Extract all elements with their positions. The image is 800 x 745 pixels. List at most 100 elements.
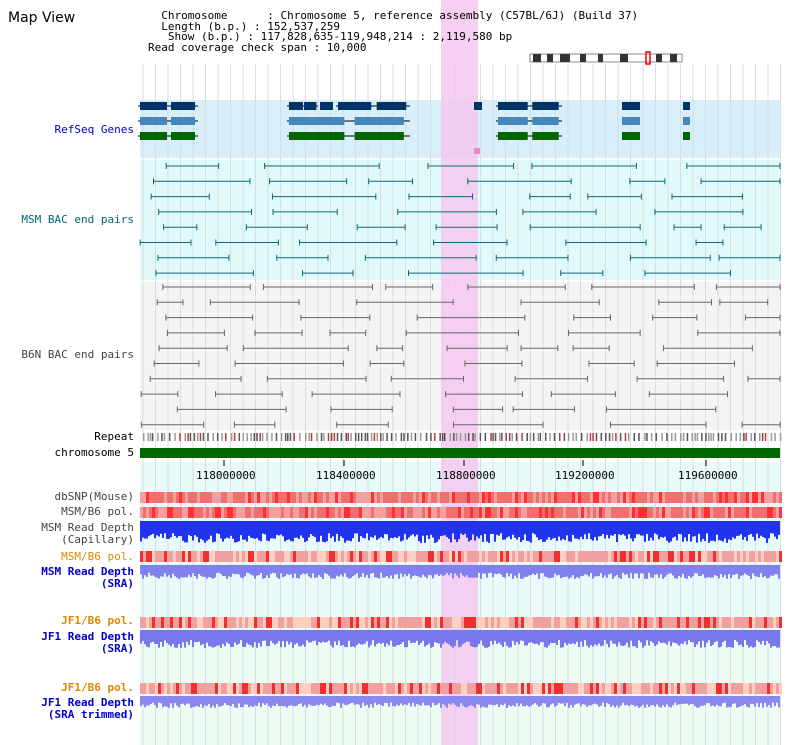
heat-cell	[605, 617, 608, 628]
heat-cell	[269, 683, 272, 694]
track-label-msm-read-depth-capillary[interactable]: MSM Read Depth (Capillary)	[41, 522, 134, 546]
heat-cell	[533, 617, 536, 628]
read-depth-bar	[430, 565, 432, 576]
read-depth-bar	[442, 521, 444, 536]
heat-cell	[212, 551, 215, 562]
read-depth-bar	[280, 630, 282, 648]
heat-cell	[689, 683, 692, 694]
read-depth-bar	[764, 521, 766, 539]
repeat-mark	[187, 433, 189, 441]
read-depth-bar	[652, 521, 654, 541]
page-title: Map View	[8, 10, 76, 26]
heat-cell	[542, 551, 545, 562]
heat-cell	[248, 492, 251, 503]
track-label-jf1-read-depth-trimmed[interactable]: JF1 Read Depth (SRA trimmed)	[41, 697, 134, 721]
heat-cell	[731, 492, 734, 503]
read-depth-bar	[734, 565, 736, 575]
track-label-msm-b6-pol[interactable]: MSM/B6 pol.	[61, 505, 134, 518]
track-label-msm-read-depth-sra[interactable]: MSM Read Depth (SRA)	[41, 566, 134, 590]
read-depth-bar	[664, 630, 666, 644]
heat-cell	[467, 617, 470, 628]
read-depth-bar	[316, 696, 318, 705]
heat-cell	[149, 507, 152, 518]
read-depth-bar	[402, 630, 404, 642]
heat-cell	[155, 683, 158, 694]
heat-cell	[563, 617, 566, 628]
heat-cell	[410, 507, 413, 518]
heat-cell	[389, 551, 392, 562]
track-label-jf1-read-depth-sra[interactable]: JF1 Read Depth (SRA)	[41, 631, 134, 655]
heat-cell	[263, 683, 266, 694]
read-depth-bar	[234, 521, 236, 543]
read-depth-bar	[326, 630, 328, 643]
read-depth-bar	[194, 630, 196, 642]
heat-cell	[479, 507, 482, 518]
heat-cell	[290, 507, 293, 518]
read-depth-bar	[212, 521, 214, 543]
read-depth-bar	[430, 630, 432, 648]
track-label-jf1-b6-pol[interactable]: JF1/B6 pol.	[61, 614, 134, 627]
track-label-msm-b6-pol-sra[interactable]: MSM/B6 pol.	[61, 550, 134, 563]
read-depth-bar	[548, 630, 550, 646]
repeat-mark	[364, 433, 367, 441]
heat-cell	[323, 683, 326, 694]
read-depth-bar	[746, 565, 748, 576]
heat-cell	[236, 617, 239, 628]
read-depth-bar	[226, 630, 228, 643]
read-depth-bar	[366, 565, 368, 575]
heat-cell	[638, 492, 641, 503]
repeat-mark	[216, 433, 219, 441]
heat-cell	[467, 683, 470, 694]
heat-cell	[209, 551, 212, 562]
info-show-range: Show (b.p.) : 117,828,635-119,948,214 : …	[148, 30, 513, 43]
track-label-jf1-b6-pol-trimmed[interactable]: JF1/B6 pol.	[61, 681, 134, 694]
track-label-msm-bac-end-pairs[interactable]: MSM BAC end pairs	[21, 213, 134, 226]
read-depth-bar	[308, 630, 310, 643]
read-depth-bar	[548, 565, 550, 579]
read-depth-bar	[416, 630, 418, 641]
read-depth-bar	[380, 630, 382, 645]
read-depth-bar	[222, 630, 224, 645]
heat-cell	[254, 617, 257, 628]
read-depth-bar	[554, 630, 556, 643]
read-depth-bar	[156, 565, 158, 578]
track-label-dbsnp[interactable]: dbSNP(Mouse)	[54, 490, 134, 503]
heat-cell	[608, 617, 611, 628]
heat-cell	[647, 551, 650, 562]
read-depth-bar	[614, 565, 616, 577]
track-label-repeat[interactable]: Repeat	[94, 430, 134, 443]
heat-cell	[650, 617, 653, 628]
repeat-mark	[759, 433, 761, 441]
heat-cell	[593, 617, 596, 628]
heat-cell	[569, 683, 572, 694]
read-depth-bar	[434, 521, 436, 543]
heat-cell	[575, 492, 578, 503]
read-depth-bar	[570, 696, 572, 706]
track-label-chromosome[interactable]: chromosome 5	[54, 446, 134, 459]
heat-cell	[488, 551, 491, 562]
read-depth-bar	[286, 521, 288, 541]
track-label-b6n-bac-end-pairs[interactable]: B6N BAC end pairs	[21, 348, 134, 361]
read-depth-bar	[178, 565, 180, 579]
read-depth-bar	[670, 565, 672, 574]
read-depth-bar	[754, 696, 756, 707]
read-depth-bar	[604, 696, 606, 708]
heat-cell	[314, 492, 317, 503]
read-depth-bar	[682, 630, 684, 644]
read-depth-bar	[586, 565, 588, 575]
read-depth-bar	[390, 565, 392, 576]
read-depth-bar	[208, 696, 210, 704]
heat-cell	[395, 683, 398, 694]
heat-cell	[497, 683, 500, 694]
heat-cell	[449, 492, 452, 503]
read-depth-bar	[148, 696, 150, 706]
read-depth-bar	[624, 565, 626, 575]
read-depth-bar	[634, 521, 636, 539]
track-label-refseq-genes[interactable]: RefSeq Genes	[54, 123, 134, 136]
read-depth-bar	[582, 696, 584, 705]
read-depth-bar	[686, 521, 688, 542]
read-depth-bar	[448, 630, 450, 645]
read-depth-bar	[724, 565, 726, 576]
read-depth-bar	[228, 630, 230, 644]
